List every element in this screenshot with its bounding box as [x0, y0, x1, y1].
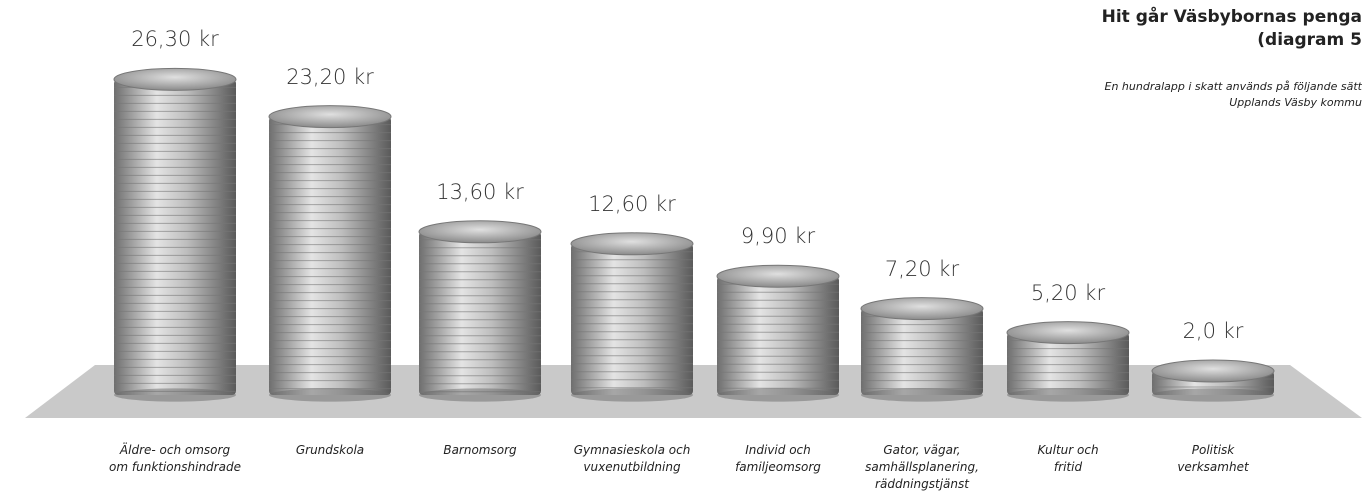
value-label: 7,20 kr [842, 257, 1002, 281]
page: Hit går Väsbybornas penga (diagram 5 En … [0, 0, 1362, 480]
category-label: Äldre- och omsorg om funktionshindrade [100, 442, 250, 476]
coin-bottom [861, 388, 983, 401]
coin-stack [114, 79, 236, 395]
coin-top [1007, 322, 1129, 344]
coin-bottom [1007, 388, 1129, 401]
category-label: Politisk verksamhet [1138, 442, 1288, 476]
coin-bottom [1152, 388, 1274, 401]
coin-top [861, 298, 983, 320]
coin-bottom [114, 388, 236, 401]
value-label: 12,60 kr [552, 192, 712, 216]
subtitle: En hundralapp i skatt används på följand… [1105, 80, 1362, 93]
title: Hit går Väsbybornas penga [1102, 7, 1362, 27]
coin-bottom [571, 388, 693, 401]
title: (diagram 5 [1257, 30, 1362, 50]
coin-stack [717, 276, 839, 395]
value-label: 2,0 kr [1133, 319, 1293, 343]
chart [0, 0, 1362, 480]
category-label: Gator, vägar, samhällsplanering, räddnin… [847, 442, 997, 493]
value-label: 13,60 kr [400, 180, 560, 204]
coin-bottom [419, 388, 541, 401]
coin-stack [571, 244, 693, 395]
coin-bottom [717, 388, 839, 401]
coin-top [269, 106, 391, 128]
value-label: 26,30 kr [95, 27, 255, 51]
coin-top [419, 221, 541, 243]
category-label: Barnomsorg [405, 442, 555, 459]
value-label: 9,90 kr [698, 224, 858, 248]
coin-top [114, 68, 236, 90]
value-label: 23,20 kr [250, 65, 410, 89]
category-label: Kultur och fritid [993, 442, 1143, 476]
coin-top [717, 265, 839, 287]
coin-stack [861, 309, 983, 395]
category-label: Grundskola [255, 442, 405, 459]
value-label: 5,20 kr [988, 281, 1148, 305]
coin-bottom [269, 388, 391, 401]
category-label: Individ och familjeomsorg [703, 442, 853, 476]
coin-top [571, 233, 693, 255]
category-label: Gymnasieskola och vuxenutbildning [557, 442, 707, 476]
coin-stack [269, 117, 391, 395]
subtitle: Upplands Väsby kommu [1229, 96, 1362, 109]
coin-top [1152, 360, 1274, 382]
